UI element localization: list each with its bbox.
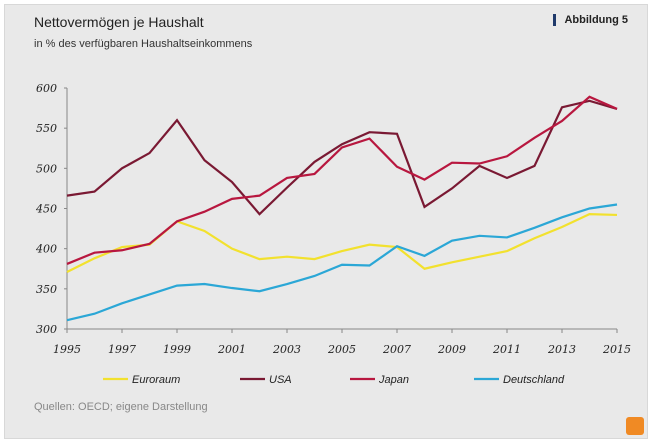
x-tick-label: 1995 [53,343,81,356]
chart-title: Nettovermögen je Haushalt [34,14,204,30]
y-tick-label: 300 [36,323,57,336]
series-line-usa [66,99,618,216]
series-line-japan [66,95,618,265]
y-tick-label: 400 [35,243,57,256]
y-tick-label: 450 [35,203,57,216]
x-tick-label: 2001 [217,343,246,356]
legend-label: USA [269,374,292,386]
source-note: Quellen: OECD; eigene Darstellung [34,401,208,413]
y-tick-label: 350 [36,283,57,296]
x-tick-label: 2011 [492,343,521,356]
legend-label: Japan [378,374,409,386]
figure-label: Abbildung 5 [553,14,628,26]
corner-logo-icon [626,417,644,435]
legend-label: Euroraum [132,374,180,386]
y-tick-label: 600 [36,82,57,95]
chart-frame [4,4,648,439]
x-tick-label: 2015 [602,343,631,356]
y-tick-label: 550 [36,122,57,135]
x-tick-label: 2003 [272,343,301,356]
legend-label: Deutschland [503,374,565,386]
x-tick-label: 2013 [547,343,576,356]
x-tick-label: 2005 [327,343,356,356]
y-tick-label: 500 [36,162,57,175]
x-tick-label: 1999 [163,343,191,356]
series-line-deutschland [66,203,618,322]
x-tick-label: 2009 [437,343,466,356]
chart-subtitle: in % des verfügbaren Haushaltseinkommens [34,38,253,50]
x-tick-label: 2007 [382,343,411,356]
x-tick-label: 1997 [108,343,136,356]
